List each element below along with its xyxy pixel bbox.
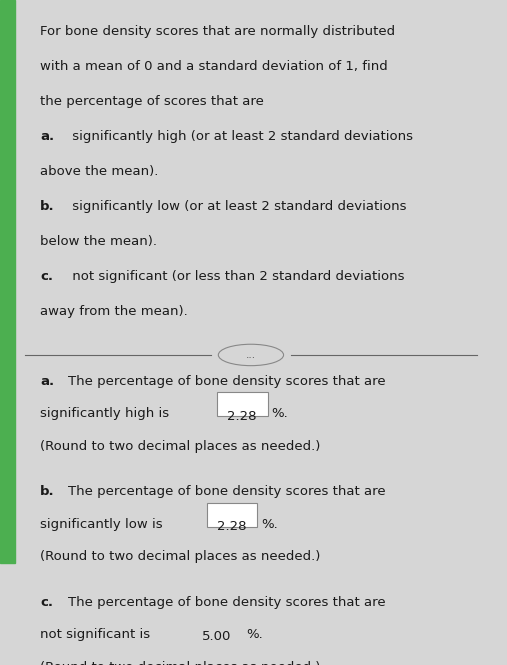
Text: For bone density scores that are normally distributed: For bone density scores that are normall… xyxy=(40,25,395,39)
Text: %.: %. xyxy=(271,408,288,420)
Text: c.: c. xyxy=(40,270,53,283)
Text: significantly high (or at least 2 standard deviations: significantly high (or at least 2 standa… xyxy=(68,130,413,143)
Text: The percentage of bone density scores that are: The percentage of bone density scores th… xyxy=(68,374,385,388)
Text: 2.28: 2.28 xyxy=(218,520,247,533)
Text: not significant is: not significant is xyxy=(40,628,155,641)
Text: b.: b. xyxy=(40,485,55,498)
Text: below the mean).: below the mean). xyxy=(40,235,157,248)
Text: 2.28: 2.28 xyxy=(228,410,257,422)
Text: 5.00: 5.00 xyxy=(202,630,232,644)
Text: (Round to two decimal places as needed.): (Round to two decimal places as needed.) xyxy=(40,440,320,453)
Text: b.: b. xyxy=(40,200,55,213)
Text: a.: a. xyxy=(40,374,54,388)
Text: above the mean).: above the mean). xyxy=(40,165,159,178)
FancyBboxPatch shape xyxy=(207,503,258,527)
Text: The percentage of bone density scores that are: The percentage of bone density scores th… xyxy=(68,596,385,608)
Ellipse shape xyxy=(219,344,283,366)
Text: with a mean of 0 and a standard deviation of 1, find: with a mean of 0 and a standard deviatio… xyxy=(40,61,388,73)
Text: ...: ... xyxy=(246,350,256,360)
Text: %.: %. xyxy=(246,628,263,641)
Text: c.: c. xyxy=(40,596,53,608)
Text: significantly low is: significantly low is xyxy=(40,518,167,531)
Text: the percentage of scores that are: the percentage of scores that are xyxy=(40,95,264,108)
Text: significantly high is: significantly high is xyxy=(40,408,173,420)
Text: a.: a. xyxy=(40,130,54,143)
Bar xyxy=(0,0,15,563)
Text: (Round to two decimal places as needed.): (Round to two decimal places as needed.) xyxy=(40,551,320,563)
Text: not significant (or less than 2 standard deviations: not significant (or less than 2 standard… xyxy=(68,270,404,283)
Text: significantly low (or at least 2 standard deviations: significantly low (or at least 2 standar… xyxy=(68,200,406,213)
Text: The percentage of bone density scores that are: The percentage of bone density scores th… xyxy=(68,485,385,498)
FancyBboxPatch shape xyxy=(192,613,242,637)
FancyBboxPatch shape xyxy=(217,392,268,416)
Text: %.: %. xyxy=(261,518,278,531)
Text: away from the mean).: away from the mean). xyxy=(40,305,188,318)
Text: (Round to two decimal places as needed.): (Round to two decimal places as needed.) xyxy=(40,661,320,665)
